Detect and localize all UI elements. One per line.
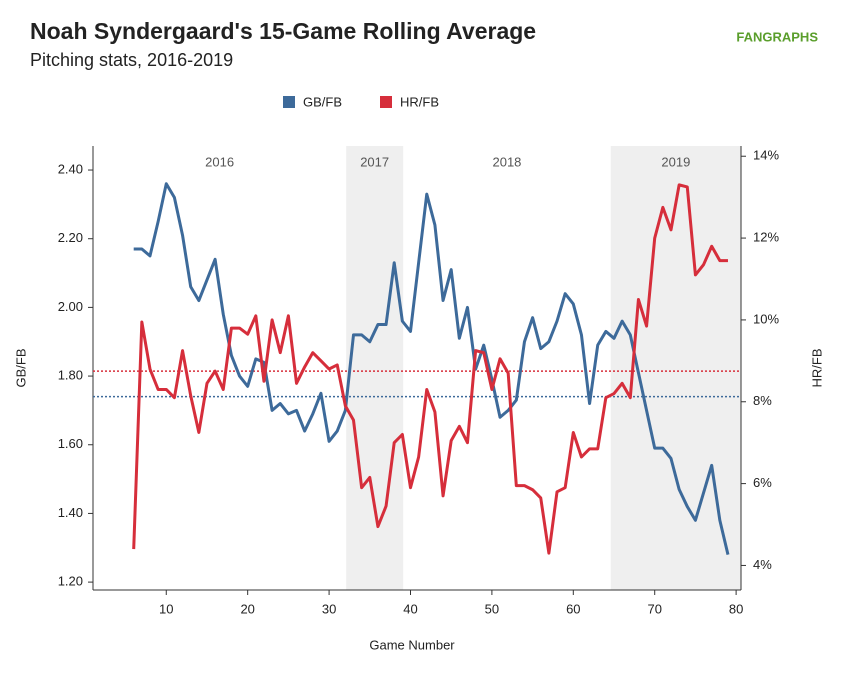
series-line bbox=[133, 182, 730, 555]
chart-title: Noah Syndergaard's 15-Game Rolling Avera… bbox=[30, 18, 536, 44]
series-line bbox=[132, 183, 728, 555]
x-tick-label: 60 bbox=[566, 601, 580, 616]
season-label: 2016 bbox=[205, 154, 234, 169]
y-tick-label: 1.60 bbox=[58, 436, 83, 451]
season-label: 2019 bbox=[661, 154, 690, 169]
x-tick-label: 40 bbox=[403, 601, 417, 616]
legend-label: GB/FB bbox=[303, 94, 342, 109]
x-tick-label: 30 bbox=[322, 601, 336, 616]
chart-subtitle: Pitching stats, 2016-2019 bbox=[30, 50, 233, 70]
y-tick-label: 2.20 bbox=[58, 230, 83, 245]
y2-tick-label: 6% bbox=[753, 475, 772, 490]
y2-tick-label: 14% bbox=[753, 148, 779, 163]
y2-tick-label: 4% bbox=[753, 557, 772, 572]
y2-tick-label: 10% bbox=[753, 311, 779, 326]
y-tick-label: 1.80 bbox=[58, 368, 83, 383]
y-tick-label: 2.40 bbox=[58, 161, 83, 176]
season-label: 2018 bbox=[492, 154, 521, 169]
legend-swatch bbox=[380, 96, 392, 108]
y-tick-label: 2.00 bbox=[58, 299, 83, 314]
season-band bbox=[346, 146, 404, 590]
x-tick-label: 80 bbox=[729, 601, 743, 616]
y-tick-label: 1.20 bbox=[58, 574, 83, 589]
logo: FANGRAPHS bbox=[736, 29, 818, 44]
x-tick-label: 50 bbox=[485, 601, 499, 616]
x-axis-label: Game Number bbox=[369, 637, 455, 652]
y-axis-label: GB/FB bbox=[13, 348, 28, 387]
x-tick-label: 20 bbox=[240, 601, 254, 616]
y2-tick-label: 8% bbox=[753, 393, 772, 408]
legend-swatch bbox=[283, 96, 295, 108]
y-tick-label: 1.40 bbox=[58, 505, 83, 520]
season-label: 2017 bbox=[360, 154, 389, 169]
y2-tick-label: 12% bbox=[753, 230, 779, 245]
y2-axis-label: HR/FB bbox=[809, 349, 824, 388]
x-tick-label: 70 bbox=[647, 601, 661, 616]
x-tick-label: 10 bbox=[159, 601, 173, 616]
legend-label: HR/FB bbox=[400, 94, 439, 109]
